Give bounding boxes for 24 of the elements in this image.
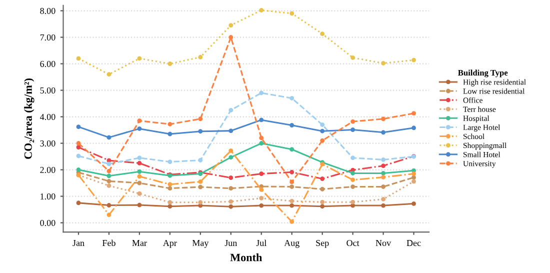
y-axis-title: CO₂/area (kg/m²) [24,78,34,159]
x-tick-label: May [192,240,209,248]
y-tick-label: 7.00 [40,34,56,41]
legend-title: Building Type [458,70,508,78]
x-tick-label: Mar [132,240,147,246]
y-tick-label: 3.00 [40,140,56,147]
x-axis-title: Month [230,253,262,262]
x-tick-label: Dec [406,240,421,246]
x-tick-label: Jul [256,240,266,246]
x-tick-label: Sep [316,240,329,248]
y-tick-label: 6.00 [40,60,56,68]
y-tick-label: 8.00 [40,8,56,14]
y-tick-label: 0.00 [40,220,56,226]
x-tick-label: Oct [346,240,360,246]
x-tick-label: Feb [102,240,116,246]
x-tick-label: Apr [162,240,177,248]
x-tick-label: Aug [284,240,300,248]
y-tick-label: 4.00 [40,114,56,120]
y-tick-label: 2.00 [40,166,56,174]
y-tick-label: 1.00 [40,193,56,200]
x-tick-label: Jan [72,240,84,246]
y-tick-label: 5.00 [40,87,56,94]
x-tick-label: Nov [376,240,392,246]
x-tick-label: Jun [224,240,238,246]
